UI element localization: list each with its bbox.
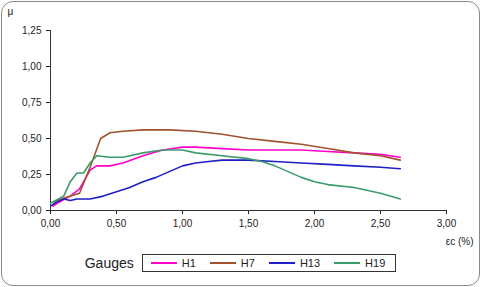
svg-text:εc (%): εc (%) — [446, 236, 474, 247]
svg-text:2,50: 2,50 — [371, 218, 391, 229]
svg-text:1,00: 1,00 — [22, 61, 42, 72]
svg-text:0,00: 0,00 — [22, 205, 42, 216]
svg-text:0,50: 0,50 — [22, 133, 42, 144]
svg-text:0,75: 0,75 — [22, 97, 42, 108]
svg-text:0,25: 0,25 — [22, 169, 42, 180]
html-text:H13: H13 — [299, 257, 321, 269]
svg-text:1,50: 1,50 — [239, 218, 259, 229]
html-text:H7: H7 — [240, 257, 255, 269]
svg-text:2,00: 2,00 — [305, 218, 325, 229]
svg-text:0,50: 0,50 — [107, 218, 127, 229]
html-text:H19: H19 — [365, 257, 386, 269]
svg-text:0,00: 0,00 — [41, 218, 61, 229]
svg-text:1,00: 1,00 — [173, 218, 193, 229]
svg-text:1,25: 1,25 — [22, 25, 42, 36]
svg-text:μ: μ — [8, 6, 14, 17]
html-text:Gauges: Gauges — [84, 255, 134, 271]
html-text:H1: H1 — [181, 257, 196, 269]
svg-text:3,00: 3,00 — [437, 218, 457, 229]
